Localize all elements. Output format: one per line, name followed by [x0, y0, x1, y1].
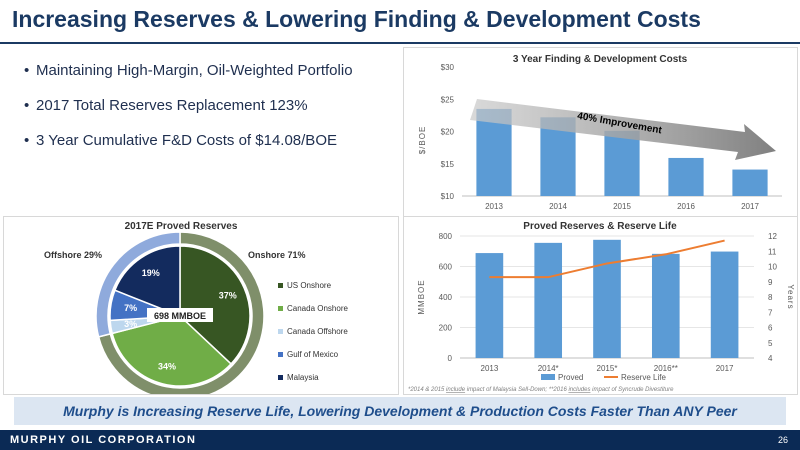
rl-x-tick-label: 2015*: [597, 364, 618, 373]
rl-x-tick-label: 2017: [716, 364, 734, 373]
reserve-life-chart: Proved Reserves & Reserve Life MMBOE Yea…: [408, 221, 795, 393]
donut-slice-label: 37%: [219, 290, 237, 300]
rl-y-tick-label: 0: [448, 354, 453, 363]
footnote-part: impact of Malaysia Sell-Down; **2016: [465, 387, 568, 393]
proved-reserves-donut-chart: 2017E Proved Reserves 37% 34% 3% 7% 19% Onsh…: [44, 221, 348, 401]
rl-y2-tick-label: 7: [768, 308, 773, 317]
rl-y2-tick-label: 5: [768, 339, 773, 348]
tagline-text: Murphy is Increasing Reserve Life, Lower…: [63, 403, 737, 419]
title-divider: [0, 42, 800, 44]
bullet-icon: •: [24, 62, 30, 79]
bullet-icon: •: [24, 97, 30, 114]
donut-legend-swatch: [278, 375, 283, 380]
improvement-arrow: [470, 99, 776, 160]
fd-y-tick-label: $10: [441, 192, 455, 201]
fd-x-tick-label: 2013: [485, 202, 503, 211]
fd-y-tick-label: $25: [441, 95, 455, 104]
donut-chart-title: 2017E Proved Reserves: [125, 221, 238, 232]
footnote-part: impact of Syncrude Divestiture: [590, 387, 674, 393]
fd-x-tick-label: 2016: [677, 202, 695, 211]
fd-x-tick-label: 2014: [549, 202, 567, 211]
donut-slice: [179, 245, 251, 365]
donut-legend-swatch: [278, 352, 283, 357]
bullet-list: • Maintaining High-Margin, Oil-Weighted P…: [24, 62, 353, 167]
donut-legend-label: Canada Onshore: [287, 304, 348, 313]
donut-legend-label: Canada Offshore: [287, 327, 348, 336]
rl-bar: [593, 239, 621, 358]
rl-bar: [475, 253, 504, 358]
fd-bar: [668, 157, 704, 196]
fd-y-tick-label: $30: [441, 63, 455, 72]
donut-legend-label: Gulf of Mexico: [287, 350, 339, 359]
fd-bar: [732, 169, 768, 196]
center-label-bg: [147, 308, 213, 322]
donut-legend-label: Malaysia: [287, 373, 319, 382]
rl-x-tick-label: 2013: [481, 364, 499, 373]
rl-bar: [710, 251, 739, 358]
rl-x-tick-label: 2014*: [538, 364, 559, 373]
donut-slice-label: 34%: [158, 361, 176, 371]
legend-proved-swatch: [541, 374, 555, 380]
donut-center-label: 698 MMBOE: [154, 311, 206, 321]
fd-chart-title: 3 Year Finding & Development Costs: [513, 54, 688, 65]
page-number: 26: [777, 435, 788, 445]
donut-outer-ring-segment: [95, 231, 181, 338]
tagline-banner: Murphy is Increasing Reserve Life, Lower…: [14, 397, 786, 425]
donut-slice-label: 19%: [142, 268, 160, 278]
donut-slice-label: 3%: [124, 319, 137, 329]
fd-x-tick-label: 2015: [613, 202, 631, 211]
rl-y2-tick-label: 6: [768, 324, 773, 333]
donut-slice-label: 7%: [124, 303, 137, 313]
bullet-item: • 2017 Total Reserves Replacement 123%: [24, 97, 353, 114]
rl-y2-tick-label: 12: [768, 232, 777, 241]
fd-y-axis-label: $/BOE: [418, 126, 427, 155]
fd-bar: [604, 130, 640, 196]
bullet-text: 3 Year Cumulative F&D Costs of $14.08/BO…: [36, 132, 337, 149]
outer-label-offshore: Offshore 29%: [44, 250, 102, 260]
fd-cost-chart-panel: 3 Year Finding & Development Costs $/BOE…: [403, 47, 798, 217]
footer-bar: MURPHY OIL CORPORATION 26: [0, 430, 800, 450]
donut-slice: [113, 245, 181, 318]
rl-y-tick-label: 400: [439, 293, 453, 302]
rl-bar: [534, 242, 563, 358]
fd-x-tick-label: 2017: [741, 202, 759, 211]
footer-company-name: MURPHY OIL CORPORATION: [10, 434, 197, 446]
rl-y2-tick-label: 10: [768, 263, 777, 272]
fd-y-tick-label: $15: [441, 160, 455, 169]
donut-slice: [111, 315, 233, 387]
rl-y-tick-label: 600: [439, 263, 453, 272]
legend-reserve-life-label: Reserve Life: [621, 373, 666, 382]
rl-bar: [651, 253, 680, 358]
rl-y2-axis-label: Years: [786, 284, 795, 309]
rl-y2-tick-label: 11: [768, 247, 777, 256]
bullet-item: • 3 Year Cumulative F&D Costs of $14.08/B…: [24, 132, 353, 149]
footnote-part: include: [446, 387, 466, 393]
donut-legend-label: US Onshore: [287, 281, 332, 290]
outer-label-onshore: Onshore 71%: [248, 250, 306, 260]
proved-reserves-donut-panel: 2017E Proved Reserves 37% 34% 3% 7% 19% Onsh…: [3, 216, 399, 401]
bullet-icon: •: [24, 132, 30, 149]
rl-y-axis-label: MMBOE: [417, 279, 426, 314]
page-title: Increasing Reserves & Lowering Finding &…: [12, 6, 701, 32]
reserve-life-chart-panel: Proved Reserves & Reserve Life MMBOE Yea…: [403, 216, 798, 395]
bullet-text: 2017 Total Reserves Replacement 123%: [36, 97, 308, 114]
rl-y2-tick-label: 4: [768, 354, 773, 363]
rl-x-tick-label: 2016**: [654, 364, 678, 373]
legend-proved-label: Proved: [558, 373, 583, 382]
fd-y-tick-label: $20: [441, 128, 455, 137]
bullet-item: • Maintaining High-Margin, Oil-Weighted P…: [24, 62, 353, 79]
footnote-part: includes: [568, 387, 590, 393]
rl-footnote: *2014 & 2015 include impact of Malaysia …: [408, 387, 674, 393]
donut-legend-swatch: [278, 283, 283, 288]
rl-chart-title: Proved Reserves & Reserve Life: [523, 221, 677, 232]
rl-y-tick-label: 800: [439, 232, 453, 241]
footnote-part: *2014 & 2015: [408, 387, 446, 393]
rl-y-tick-label: 200: [439, 324, 453, 333]
donut-legend-swatch: [278, 329, 283, 334]
rl-y2-tick-label: 9: [768, 278, 773, 287]
donut-legend-swatch: [278, 306, 283, 311]
rl-y2-tick-label: 8: [768, 293, 773, 302]
bullet-text: Maintaining High-Margin, Oil-Weighted Po…: [36, 62, 353, 79]
fd-cost-chart: 3 Year Finding & Development Costs $/BOE…: [418, 54, 782, 211]
